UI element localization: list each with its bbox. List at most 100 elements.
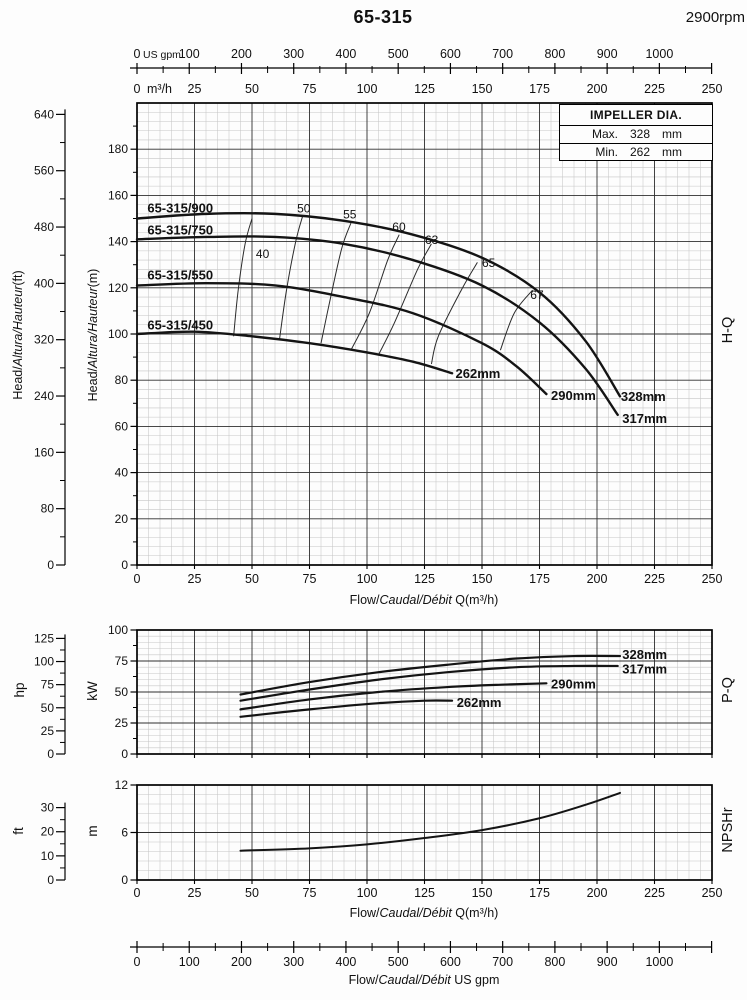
impeller-min-unit: mm (662, 144, 682, 159)
curve-label: 65-315/550 (147, 268, 213, 283)
npsh-x-tick-label: 150 (472, 886, 493, 900)
npsh-curve (239, 791, 621, 852)
m3h-tick-label: 125 (414, 82, 435, 96)
power-curve-328mm (239, 654, 622, 696)
power-curve-317mm (239, 664, 619, 702)
diameter-label: 328mm (621, 389, 666, 404)
page-title: 65-315 (353, 7, 413, 27)
npsh-x-axis-title: Flow/Caudal/Débit Q(m³/h) (350, 906, 499, 920)
npsh-plot: 0 6 12 0 10 20 30 ft m 0 25 50 75 100 125 150 175 200 225 2… (11, 778, 736, 920)
impeller-max-unit: mm (662, 127, 682, 141)
gpm-tick-label: 500 (388, 955, 409, 969)
gpm-tick-label: 1000 (645, 47, 673, 61)
efficiency-line-50 (279, 216, 304, 339)
gpm-tick-label: 600 (440, 47, 461, 61)
secondary-tick-label: 400 (34, 276, 54, 290)
npsh-x-tick-label: 100 (357, 886, 378, 900)
gpm-tick-label: 100 (179, 955, 200, 969)
hq-x-tick-label: 50 (245, 572, 259, 586)
efficiency-line-65 (430, 262, 478, 365)
npsh-x-tick-label: 75 (303, 886, 317, 900)
secondary-tick-label: 0 (47, 558, 54, 572)
efficiency-line-63 (378, 243, 432, 356)
hq-x-tick-label: 25 (188, 572, 202, 586)
gpm-tick-label: 700 (492, 47, 513, 61)
pq-plot: 0 25 50 75 100 0 25 50 75 100 125 hp kW P-Q 328mm317mm… (12, 623, 736, 761)
power-curve-262mm (239, 699, 454, 718)
impeller-max-value: 328 (629, 127, 651, 141)
hq-x-tick-label: 100 (357, 572, 378, 586)
gpm-tick-label: 200 (231, 955, 252, 969)
y-tick-label: 60 (115, 419, 129, 433)
npsh-x-tick-label: 50 (245, 886, 259, 900)
gpm-tick-label: 1000 (645, 955, 673, 969)
curve-label: 65-315/450 (147, 317, 213, 332)
y-tick-label: 12 (115, 778, 129, 792)
m3h-tick-label: 25 (188, 82, 202, 96)
m3h-tick-label: 0 (134, 82, 141, 96)
secondary-tick-label: 320 (34, 333, 54, 347)
rpm-label: 2900rpm (685, 9, 745, 26)
y-tick-label: 160 (108, 188, 128, 202)
diameter-label: 328mm (622, 647, 667, 662)
hq-x-tick-label: 250 (702, 572, 723, 586)
y-tick-label: 100 (108, 623, 128, 637)
hq-side-label: H-Q (720, 317, 736, 344)
impeller-min-value: 262 (629, 144, 651, 159)
y-tick-label: 0 (121, 558, 128, 572)
secondary-tick-label: 20 (41, 825, 55, 839)
npsh-x-tick-label: 225 (644, 886, 665, 900)
impeller-max-label: Max. (591, 127, 618, 141)
y-tick-label: 100 (108, 327, 128, 341)
y-tick-label: 75 (115, 654, 129, 668)
y-tick-label: 20 (115, 512, 129, 526)
diameter-label: 262mm (456, 366, 501, 381)
gpm-tick-label: 300 (283, 47, 304, 61)
npsh-m-axis-title: m (85, 825, 100, 836)
gpm-tick-label: 0 (134, 955, 141, 969)
gpm-tick-label: 500 (388, 47, 409, 61)
bottom-gpm-axis: 0 100 200 300 400 500 600 700 800 900 1000 Flow/Cau… (130, 941, 713, 987)
npsh-x-tick-label: 0 (134, 886, 141, 900)
secondary-tick-label: 25 (41, 724, 55, 738)
y-tick-label: 140 (108, 235, 128, 249)
secondary-tick-label: 640 (34, 107, 54, 121)
gpm-tick-label: 0 (134, 47, 141, 61)
y-tick-label: 0 (121, 747, 128, 761)
power-curve-290mm (239, 682, 548, 711)
secondary-tick-label: 0 (47, 747, 54, 761)
secondary-tick-label: 30 (41, 801, 55, 815)
gpm-tick-label: 800 (544, 47, 565, 61)
impeller-min-row: Min. 262 mm (560, 142, 712, 161)
pq-kw-axis-title: kW (85, 681, 100, 701)
diameter-label: 317mm (622, 661, 667, 676)
secondary-tick-label: 125 (34, 631, 54, 645)
gpm-tick-label: 700 (492, 955, 513, 969)
bottom-flow-axis-title: Flow/Caudal/Débit US gpm (349, 973, 500, 987)
secondary-tick-label: 160 (34, 445, 54, 459)
pump-curve-317mm (135, 235, 619, 417)
npsh-x-tick-label: 200 (587, 886, 608, 900)
impeller-dia-title: IMPELLER DIA. (560, 105, 712, 126)
diameter-label: 262mm (457, 695, 502, 710)
m3h-tick-label: 100 (357, 82, 378, 96)
hq-plot: 0204060801001201401601800801602403204004… (11, 102, 736, 607)
y-tick-label: 25 (115, 716, 129, 730)
pq-side-label: P-Q (720, 677, 736, 703)
hq-x-tick-label: 125 (414, 572, 435, 586)
pump-curve-290mm (135, 281, 548, 396)
m3h-tick-label: 225 (644, 82, 665, 96)
pump-curve-328mm (135, 211, 622, 398)
impeller-dia-box: IMPELLER DIA. Max. 328 mm Min. 262 mm (559, 104, 713, 161)
m3h-tick-label: 250 (702, 82, 723, 96)
y-tick-label: 40 (115, 466, 129, 480)
gpm-tick-label: 300 (283, 955, 304, 969)
y-tick-label: 180 (108, 142, 128, 156)
hq-x-tick-label: 225 (644, 572, 665, 586)
secondary-tick-label: 100 (34, 655, 54, 669)
efficiency-line-40 (233, 218, 253, 337)
gpm-tick-label: 400 (336, 955, 357, 969)
secondary-tick-label: 80 (41, 502, 55, 516)
